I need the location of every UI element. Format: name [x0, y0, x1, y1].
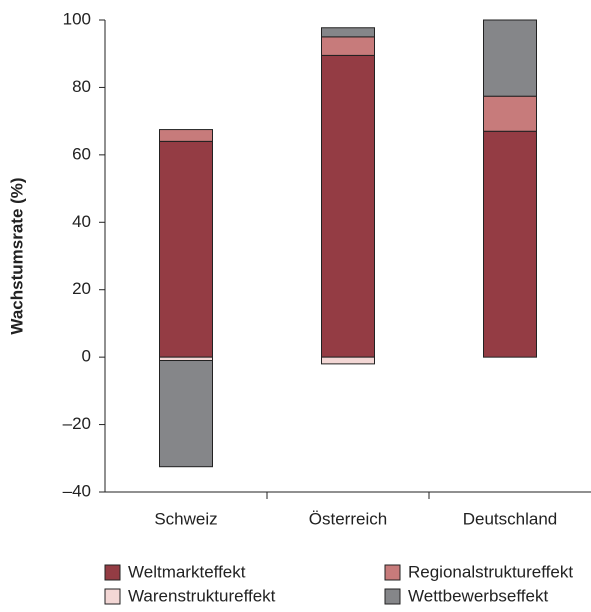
bar-segment	[483, 130, 537, 358]
y-axis-label: Wachstumsrate (%)	[7, 177, 26, 334]
legend-swatch	[104, 564, 121, 581]
bar-segment	[159, 360, 213, 468]
x-tick-label: Schweiz	[154, 509, 217, 528]
y-tick-label: 20	[72, 279, 91, 298]
bar-segment	[483, 95, 537, 132]
bar-segment	[159, 356, 213, 362]
legend-label: Weltmarkteffekt	[128, 562, 246, 581]
y-tick-label: 40	[72, 212, 91, 231]
y-tick-label: 0	[82, 347, 91, 366]
x-tick-label: Österreich	[309, 509, 387, 528]
y-tick-label: 80	[72, 77, 91, 96]
bar-segment	[321, 36, 375, 56]
y-tick-label: 100	[63, 9, 91, 28]
bar-segment	[159, 140, 213, 358]
y-tick-label: –20	[63, 414, 91, 433]
bar-segment	[321, 54, 375, 358]
legend-label: Wettbewerbseffekt	[408, 586, 548, 605]
y-tick-label: –40	[63, 481, 91, 500]
legend-label: Regionalstruktureffekt	[408, 562, 573, 581]
bar-segment	[483, 19, 537, 97]
legend-swatch	[384, 564, 401, 581]
bar-segment	[321, 356, 375, 365]
bar-segment	[159, 129, 213, 142]
x-tick-label: Deutschland	[463, 509, 558, 528]
legend-label: Warenstruktureffekt	[128, 586, 276, 605]
legend-swatch	[384, 588, 401, 605]
y-tick-label: 60	[72, 144, 91, 163]
bar-segment	[321, 27, 375, 38]
legend-swatch	[104, 588, 121, 605]
